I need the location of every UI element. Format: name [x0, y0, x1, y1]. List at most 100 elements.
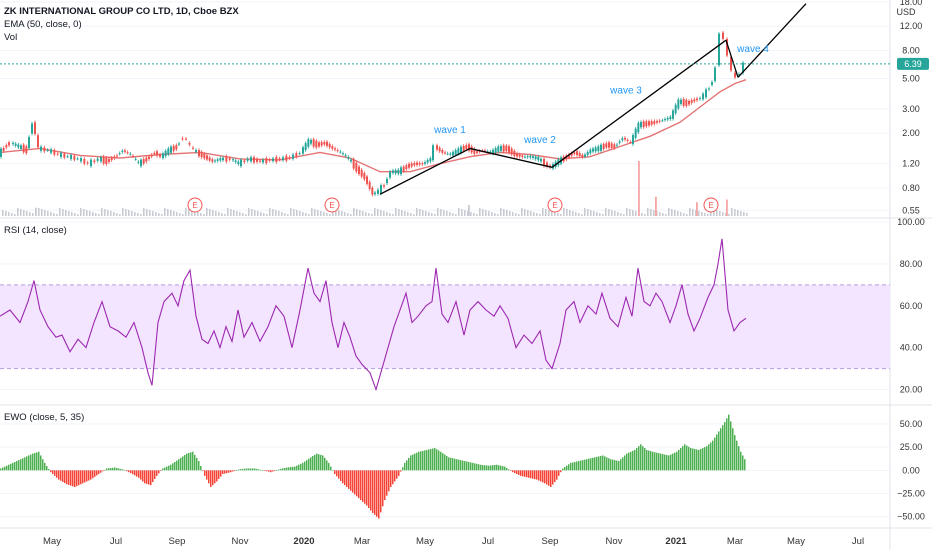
ewo-bar: [364, 470, 366, 504]
ewo-bar: [74, 470, 76, 488]
volume-bar: [701, 212, 703, 216]
candle-body: [344, 155, 347, 157]
ewo-bar: [346, 470, 348, 488]
ewo-bar: [658, 453, 660, 471]
volume-bar: [635, 211, 637, 216]
volume-bar: [254, 210, 256, 216]
volume-bar: [386, 212, 388, 216]
candle-body: [302, 147, 304, 154]
price-tick-label: 0.80: [902, 183, 920, 193]
ewo-bar: [638, 446, 640, 471]
volume-bar: [359, 210, 361, 216]
candle-body: [408, 163, 410, 168]
ewo-bar: [536, 470, 538, 480]
currency-label: USD: [896, 7, 916, 17]
volume-bar: [311, 208, 313, 216]
ewo-bar: [594, 457, 596, 471]
ewo-bar: [276, 470, 278, 471]
candle-body: [318, 142, 320, 147]
ewo-bar: [70, 470, 72, 486]
ewo-bar: [184, 455, 186, 471]
ewo-bar: [116, 468, 118, 471]
time-tick-label: Sep: [169, 536, 186, 547]
ewo-bar: [518, 470, 520, 475]
volume-bar: [680, 212, 682, 216]
ewo-bar: [430, 448, 432, 471]
volume-bar: [674, 210, 676, 216]
ewo-bar: [394, 470, 396, 482]
time-tick-label: Mar: [727, 536, 743, 547]
candle-body: [518, 154, 521, 157]
candle-body: [63, 153, 66, 158]
time-tick-label: 2020: [293, 536, 314, 547]
candle-body: [465, 145, 468, 150]
volume-bar: [725, 213, 727, 216]
ewo-bar: [514, 470, 516, 474]
ewo-bar: [490, 465, 492, 471]
ewo-bar: [506, 468, 508, 471]
ewo-bar: [376, 470, 378, 517]
candle-body: [402, 166, 405, 172]
ewo-bar: [358, 470, 360, 499]
candle-body: [602, 144, 605, 150]
ewo-bar: [396, 470, 398, 479]
candle-body: [529, 155, 532, 158]
candle-body: [272, 158, 274, 162]
ewo-bar: [154, 470, 156, 479]
ewo-bar: [280, 468, 282, 471]
volume-bar: [665, 214, 667, 216]
candle-body: [371, 187, 374, 195]
volume-bar: [515, 213, 517, 216]
candle-body: [397, 169, 400, 174]
trend-line: [551, 39, 727, 168]
ewo-bar: [558, 470, 560, 476]
price-tick-label: 1.20: [902, 159, 920, 169]
earnings-marker-circle: [324, 197, 340, 213]
ewo-bar: [28, 455, 30, 471]
volume-bar: [362, 211, 364, 216]
volume-bar: [320, 211, 322, 216]
price-tick-label: 3.00: [902, 104, 920, 114]
ewo-bar: [494, 464, 496, 471]
candle-body: [664, 119, 666, 121]
ewo-bar: [190, 452, 192, 471]
candle-body: [605, 143, 608, 148]
volume-bar: [191, 210, 193, 216]
ema-legend: EMA (50, close, 0): [4, 19, 82, 30]
candle-body: [334, 148, 336, 150]
candle-body: [211, 159, 214, 162]
rsi-line: [0, 238, 747, 392]
ewo-bar: [646, 449, 648, 471]
ewo-bar: [82, 470, 84, 484]
volume-bar: [419, 209, 421, 216]
rsi-tick-label: 100.00: [897, 217, 925, 227]
ewo-bar: [714, 437, 716, 471]
ewo-bar: [666, 455, 668, 471]
ewo-bar: [242, 468, 244, 471]
ewo-bar: [292, 466, 294, 471]
ewo-bar: [704, 447, 706, 471]
candle-body: [613, 144, 616, 149]
volume-bar: [275, 210, 277, 216]
ewo-bar: [442, 453, 444, 471]
ewo-bar: [362, 470, 364, 502]
ewo-bar: [570, 462, 572, 471]
volume-bar: [617, 212, 619, 216]
candle-body: [608, 142, 610, 148]
volume-bar: [527, 210, 529, 216]
ewo-bar: [710, 442, 712, 471]
candle-body: [198, 150, 200, 157]
volume-bar: [143, 208, 145, 216]
time-tick-label: Jul: [852, 536, 864, 547]
ewo-bar: [722, 425, 724, 471]
ewo-bar: [734, 435, 736, 471]
candle-body: [56, 153, 59, 155]
volume-bar: [380, 210, 382, 216]
candle-body: [137, 161, 140, 163]
ewo-bar: [112, 467, 114, 471]
ewo-bar: [130, 470, 132, 474]
ewo-bar: [244, 468, 246, 471]
volume-bar: [482, 209, 484, 216]
volume-bar: [707, 214, 709, 216]
